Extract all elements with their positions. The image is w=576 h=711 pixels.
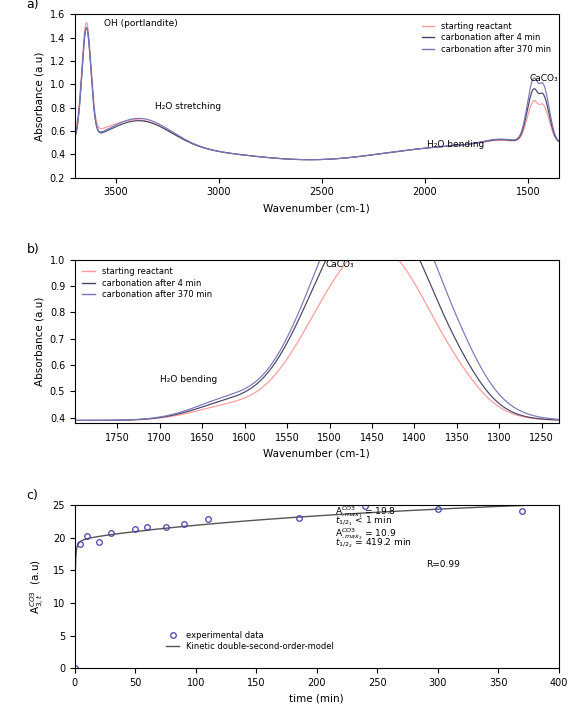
Text: H₂O bending: H₂O bending: [427, 140, 484, 149]
X-axis label: Wavenumber (cm-1): Wavenumber (cm-1): [263, 449, 370, 459]
Text: A$^{CO3}_{,max_2}$ = 10.9: A$^{CO3}_{,max_2}$ = 10.9: [335, 526, 396, 542]
Text: a): a): [26, 0, 39, 11]
Text: b): b): [26, 243, 39, 256]
Text: R=0.99: R=0.99: [426, 560, 460, 569]
Text: A$^{CO3}_{,max_1}$ = 19.8: A$^{CO3}_{,max_1}$ = 19.8: [335, 504, 396, 520]
Text: H₂O stretching: H₂O stretching: [155, 102, 221, 111]
X-axis label: time (min): time (min): [290, 694, 344, 704]
Y-axis label: Absorbance (a.u): Absorbance (a.u): [34, 296, 44, 386]
Y-axis label: Absorbance (a.u): Absorbance (a.u): [34, 51, 44, 141]
Text: CaCO₃: CaCO₃: [325, 260, 354, 269]
Text: $t_{1/2_2}$ = 419.2 min: $t_{1/2_2}$ = 419.2 min: [335, 536, 412, 550]
Text: c): c): [26, 488, 39, 501]
Text: $t_{1/2_1}$ < 1 min: $t_{1/2_1}$ < 1 min: [335, 515, 392, 528]
Y-axis label: A$^{CO3}_{3,t}$  (a.u): A$^{CO3}_{3,t}$ (a.u): [29, 559, 47, 614]
Legend: starting reactant, carbonation after 4 min, carbonation after 370 min: starting reactant, carbonation after 4 m…: [79, 264, 215, 302]
Legend: starting reactant, carbonation after 4 min, carbonation after 370 min: starting reactant, carbonation after 4 m…: [419, 18, 555, 57]
Text: OH (portlandite): OH (portlandite): [104, 19, 177, 28]
X-axis label: Wavenumber (cm-1): Wavenumber (cm-1): [263, 203, 370, 213]
Text: CaCO₃: CaCO₃: [530, 74, 559, 82]
Legend: experimental data, Kinetic double-second-order-model: experimental data, Kinetic double-second…: [163, 627, 337, 654]
Text: H₂O bending: H₂O bending: [160, 375, 217, 384]
